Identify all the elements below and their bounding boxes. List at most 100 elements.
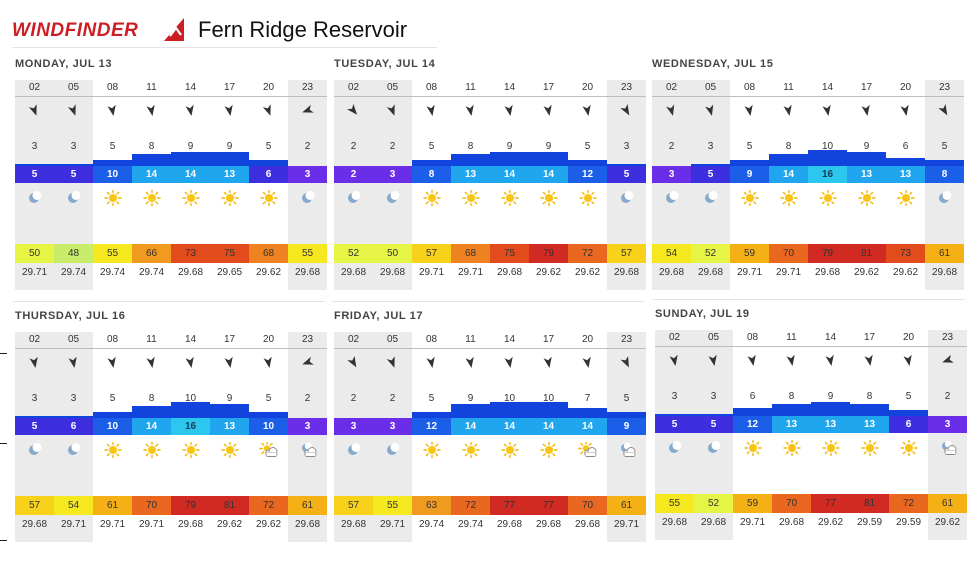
wind-gust-cell: 5 (15, 418, 54, 435)
wind-speed: 5 (428, 141, 435, 152)
wind-gust-cell: 5 (54, 166, 93, 183)
sun-cloud-icon (578, 442, 598, 458)
temperature-cell: 61 (93, 496, 132, 515)
wind-speed: 9 (226, 393, 233, 404)
temperature-cell: 77 (811, 494, 850, 513)
hour-column: 20 5 6 72 29.59 (889, 330, 928, 540)
wind-direction-arrow-icon (464, 356, 477, 369)
hour-column: 17 9 13 75 29.65 (210, 80, 249, 290)
sun-icon (899, 440, 919, 456)
temperature-cell: 72 (249, 496, 288, 515)
wind-speed-bar (808, 150, 847, 166)
temperature-cell: 73 (886, 244, 925, 263)
hour-label: 05 (694, 330, 733, 347)
wind-speed-bar (529, 152, 568, 166)
pressure-value: 29.68 (21, 519, 48, 530)
hour-column: 14 10 16 79 29.68 (808, 80, 847, 290)
windfinder-logo-icon[interactable] (162, 16, 186, 42)
pressure-value: 29.68 (340, 519, 367, 530)
wind-speed-bar (93, 412, 132, 418)
hour-column: 14 9 14 75 29.68 (490, 80, 529, 290)
pressure-value: 29.71 (736, 267, 763, 278)
pressure-value: 29.68 (340, 267, 367, 278)
hour-column: 02 3 5 55 29.68 (655, 330, 694, 540)
sun-icon (220, 442, 240, 458)
windfinder-logo[interactable]: WINDFINDER (12, 20, 139, 41)
wind-speed: 2 (668, 141, 675, 152)
wind-direction-arrow-icon (145, 356, 158, 369)
hour-label: 23 (925, 80, 964, 97)
sun-icon (896, 190, 916, 206)
wind-speed-bar (249, 160, 288, 166)
moon-icon (64, 190, 84, 206)
wind-gust-cell: 5 (655, 416, 694, 433)
hour-label: 08 (412, 332, 451, 349)
temperature-cell: 75 (210, 244, 249, 263)
hour-column: 05 3 5 52 29.68 (691, 80, 730, 290)
hour-column: 11 8 14 66 29.74 (132, 80, 171, 290)
wind-gust-cell: 14 (451, 418, 490, 435)
forecast-table: 02 3 5 50 29.71 05 3 5 48 29.74 08 5 10 55 29.74 11 8 14 6… (15, 80, 327, 290)
wind-gust-cell: 14 (132, 418, 171, 435)
wind-gust-cell: 10 (93, 166, 132, 183)
hour-label: 02 (334, 80, 373, 97)
sun-icon (821, 440, 841, 456)
hour-label: 20 (568, 80, 607, 97)
pressure-value: 29.74 (418, 519, 445, 530)
hour-label: 23 (288, 332, 327, 349)
wind-speed-bar (568, 408, 607, 418)
wind-speed-bar (451, 404, 490, 418)
hour-label: 20 (889, 330, 928, 347)
hour-label: 02 (334, 332, 373, 349)
sun-icon (779, 190, 799, 206)
sun-icon (500, 442, 520, 458)
forecast-table: 02 3 5 55 29.68 05 3 5 52 29.68 08 6 12 59 29.71 11 8 13 7… (655, 330, 967, 540)
wind-direction-arrow-icon (503, 104, 516, 117)
hour-label: 14 (490, 80, 529, 97)
temperature-cell: 52 (694, 494, 733, 513)
moon-icon (701, 190, 721, 206)
wind-speed: 3 (31, 393, 38, 404)
hour-label: 08 (93, 80, 132, 97)
wind-speed-bar (132, 406, 171, 418)
wind-speed-bar (490, 152, 529, 166)
temperature-cell: 81 (850, 494, 889, 513)
hour-column: 14 9 14 73 29.68 (171, 80, 210, 290)
wind-gust-cell: 10 (249, 418, 288, 435)
sun-icon (103, 190, 123, 206)
moon-icon (617, 190, 637, 206)
wind-speed-bar (93, 160, 132, 166)
hour-label: 05 (54, 80, 93, 97)
wind-speed: 10 (821, 141, 834, 152)
wind-gust-cell: 14 (490, 166, 529, 183)
wind-direction-arrow-icon (386, 356, 399, 369)
hour-label: 11 (772, 330, 811, 347)
wind-gust-cell: 5 (15, 166, 54, 183)
wind-gust-cell: 13 (210, 166, 249, 183)
pressure-value: 29.68 (496, 519, 523, 530)
wind-speed-bar (210, 404, 249, 418)
sun-icon (181, 442, 201, 458)
panel-divider (13, 301, 325, 302)
temperature-cell: 81 (210, 496, 249, 515)
wind-speed-bar (210, 152, 249, 166)
temperature-cell: 66 (132, 244, 171, 263)
pressure-value: 29.68 (177, 519, 204, 530)
wind-speed: 8 (866, 391, 873, 402)
day-panel: SUNDAY, JUL 19 02 3 5 55 29.68 05 3 5 52 29.68 08 6 1… (653, 299, 967, 540)
wind-speed-bar (451, 154, 490, 166)
wind-speed: 5 (109, 393, 116, 404)
hour-column: 23 3 5 57 29.68 (607, 80, 646, 290)
forecast-table: 02 2 3 57 29.68 05 2 3 55 29.71 08 5 12 63 29.74 11 9 14 7… (334, 332, 646, 542)
wind-speed: 6 (902, 141, 909, 152)
wind-speed-bar (925, 160, 964, 166)
day-panel: TUESDAY, JUL 14 02 2 2 52 29.68 05 2 3 50 29.68 08 5… (334, 58, 646, 290)
wind-speed: 3 (70, 141, 77, 152)
temperature-cell: 72 (889, 494, 928, 513)
wind-speed: 6 (749, 391, 756, 402)
wind-gust-cell: 5 (607, 166, 646, 183)
header-divider (12, 47, 437, 48)
wind-speed-bar (171, 402, 210, 418)
hour-column: 08 5 9 59 29.71 (730, 80, 769, 290)
moon-icon (344, 190, 364, 206)
